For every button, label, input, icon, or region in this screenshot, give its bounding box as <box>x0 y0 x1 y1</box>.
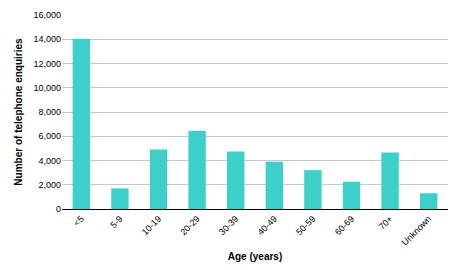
svg-text:14,000: 14,000 <box>33 34 61 44</box>
svg-text:2,000: 2,000 <box>38 180 61 190</box>
svg-text:50-59: 50-59 <box>294 214 317 237</box>
svg-text:30-39: 30-39 <box>217 214 240 237</box>
svg-text:60-69: 60-69 <box>333 214 356 237</box>
svg-text:16,000: 16,000 <box>33 10 61 20</box>
svg-text:12,000: 12,000 <box>33 59 61 69</box>
svg-text:Age (years): Age (years) <box>228 251 282 262</box>
svg-text:20-29: 20-29 <box>178 214 201 237</box>
svg-text:4,000: 4,000 <box>38 156 61 166</box>
svg-text:10,000: 10,000 <box>33 83 61 93</box>
svg-text:40-49: 40-49 <box>256 214 279 237</box>
svg-text:8,000: 8,000 <box>38 107 61 117</box>
svg-text:70+: 70+ <box>377 214 395 232</box>
svg-text:10-19: 10-19 <box>140 214 163 237</box>
svg-text:Unknown: Unknown <box>400 214 434 248</box>
svg-text:<5: <5 <box>72 214 86 228</box>
svg-text:0: 0 <box>56 204 61 214</box>
svg-text:Number of telephone enquiries: Number of telephone enquiries <box>13 38 24 186</box>
svg-text:5-9: 5-9 <box>108 214 124 230</box>
svg-text:6,000: 6,000 <box>38 131 61 141</box>
